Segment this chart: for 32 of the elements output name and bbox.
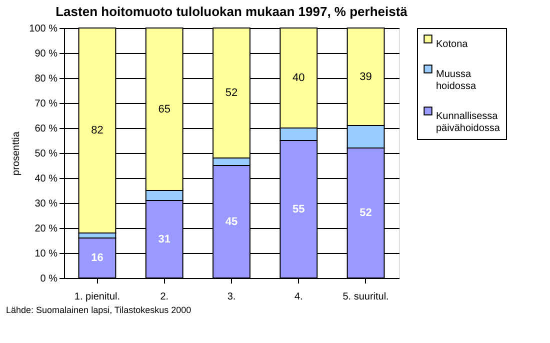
y-tick-label: 30 % xyxy=(34,198,58,210)
y-tick-label: 60 % xyxy=(34,124,58,134)
y-tick-label: 50 % xyxy=(34,148,58,160)
data-label: 52 xyxy=(225,87,238,99)
data-label: 16 xyxy=(91,252,104,264)
data-label: 65 xyxy=(158,103,170,116)
x-tick-label: 3. xyxy=(227,292,236,302)
x-tick-label: 5. suuritul. xyxy=(342,292,389,302)
y-tick-label: 80 % xyxy=(34,74,58,84)
data-label: 40 xyxy=(292,72,305,84)
data-label: 82 xyxy=(91,124,104,136)
x-tick-label: 2. xyxy=(160,292,169,302)
y-tick-label: 20 % xyxy=(34,224,58,234)
legend-label: Kunnallisessa päivähoidossa xyxy=(436,111,500,134)
data-label: 52 xyxy=(360,207,372,219)
chart-title: Lasten hoitomuoto tuloluokan mukaan 1997, % perheistä xyxy=(56,4,408,19)
y-axis-title: prosenttia xyxy=(11,131,22,176)
y-tick-label: 10 % xyxy=(34,248,58,260)
data-label: 55 xyxy=(292,203,305,216)
y-tick-label: 90 % xyxy=(34,48,58,60)
x-tick-label: 1. pienitul. xyxy=(74,292,120,302)
x-tick-label: 4. xyxy=(294,292,303,302)
y-tick-label: 100 % xyxy=(29,24,58,34)
y-tick-label: 0 % xyxy=(40,274,58,284)
legend-label: Muussa hoidossa xyxy=(436,69,476,92)
legend-label: Kotona xyxy=(436,39,468,50)
data-label: 45 xyxy=(225,216,238,228)
y-tick-label: 70 % xyxy=(34,98,58,110)
data-label: 39 xyxy=(360,70,372,83)
data-label: 31 xyxy=(158,233,170,246)
y-tick-label: 40 % xyxy=(34,174,58,184)
text: Lähde: Suomalainen lapsi, Tilastokeskus 2000 xyxy=(6,305,192,315)
